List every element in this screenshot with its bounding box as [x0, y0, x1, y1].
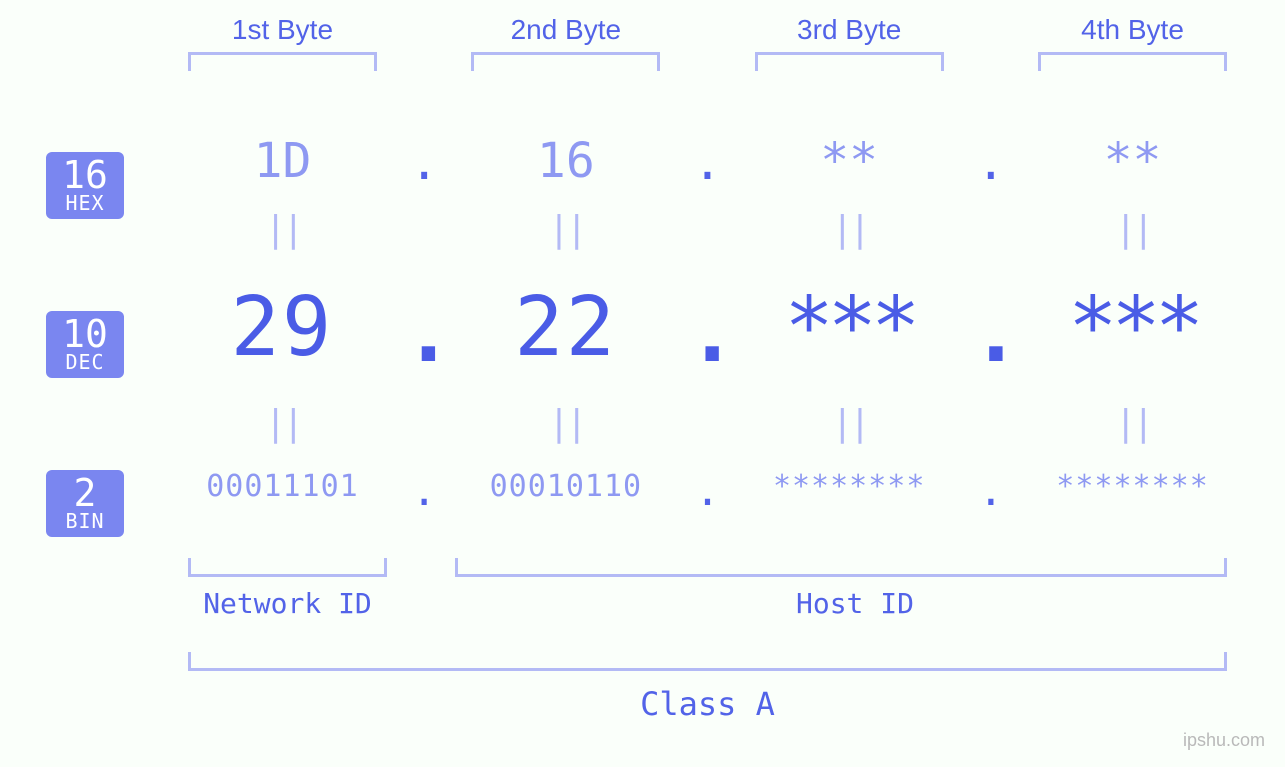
- bin-dot-2: .: [688, 466, 726, 515]
- badge-dec: 10 DEC: [46, 311, 124, 378]
- host-id-bracket: [455, 558, 1227, 577]
- hex-dot-2: .: [688, 135, 726, 191]
- hex-dot-1: .: [405, 135, 443, 191]
- eq-row-2: || || || ||: [160, 403, 1255, 444]
- network-id-section: Network ID: [160, 558, 415, 620]
- byte-header-2: 2nd Byte: [443, 14, 688, 46]
- byte-header-row: 1st Byte 2nd Byte 3rd Byte 4th Byte: [160, 14, 1255, 71]
- dec-byte-1: 29: [160, 280, 404, 375]
- eq-2-3: ||: [727, 403, 972, 444]
- badge-bin-label: BIN: [46, 511, 124, 531]
- dec-dot-2: .: [688, 286, 728, 381]
- base-badges: 16 HEX 10 DEC 2 BIN: [46, 152, 124, 537]
- eq-1-3: ||: [727, 209, 972, 250]
- bin-byte-1: 00011101: [160, 469, 405, 504]
- bin-row: 00011101 . 00010110 . ******** . *******…: [160, 462, 1255, 511]
- class-row: Class A: [160, 652, 1255, 723]
- ip-diagram: 16 HEX 10 DEC 2 BIN 1st Byte 2nd Byte 3r…: [0, 0, 1285, 767]
- eq-1-4: ||: [1010, 209, 1255, 250]
- eq-2-1: ||: [160, 403, 405, 444]
- hex-dot-3: .: [972, 135, 1010, 191]
- byte-header-3: 3rd Byte: [727, 14, 972, 46]
- eq-2-4: ||: [1010, 403, 1255, 444]
- badge-dec-label: DEC: [46, 352, 124, 372]
- watermark: ipshu.com: [1183, 730, 1265, 751]
- class-bracket: [188, 652, 1227, 671]
- dec-row: 29 . 22 . *** . ***: [160, 280, 1255, 375]
- eq-1-1: ||: [160, 209, 405, 250]
- badge-hex: 16 HEX: [46, 152, 124, 219]
- bin-byte-3: ********: [727, 469, 972, 504]
- hex-byte-2: 16: [443, 133, 688, 189]
- bin-dot-1: .: [405, 466, 443, 515]
- dec-byte-2: 22: [444, 280, 688, 375]
- eq-1-2: ||: [443, 209, 688, 250]
- dec-byte-4: ***: [1011, 280, 1255, 375]
- badge-bin: 2 BIN: [46, 470, 124, 537]
- host-id-section: Host ID: [455, 558, 1255, 620]
- eq-2-2: ||: [443, 403, 688, 444]
- eq-row-1: || || || ||: [160, 209, 1255, 250]
- dec-dot-3: .: [971, 286, 1011, 381]
- hex-row: 1D . 16 . ** . **: [160, 133, 1255, 189]
- top-bracket-2: [471, 52, 660, 71]
- host-id-label: Host ID: [455, 587, 1255, 620]
- byte-header-4: 4th Byte: [1010, 14, 1255, 46]
- bin-dot-3: .: [972, 466, 1010, 515]
- hex-byte-3: **: [727, 133, 972, 189]
- bin-byte-4: ********: [1010, 469, 1255, 504]
- network-id-label: Network ID: [160, 587, 415, 620]
- badge-bin-num: 2: [46, 473, 124, 513]
- hex-byte-1: 1D: [160, 133, 405, 189]
- dec-dot-1: .: [404, 286, 444, 381]
- top-bracket-1: [188, 52, 377, 71]
- top-bracket-4: [1038, 52, 1227, 71]
- bin-byte-2: 00010110: [443, 469, 688, 504]
- class-label: Class A: [160, 685, 1255, 723]
- badge-hex-label: HEX: [46, 193, 124, 213]
- id-row: Network ID Host ID: [160, 558, 1255, 620]
- value-grid: 1st Byte 2nd Byte 3rd Byte 4th Byte 1D .…: [160, 14, 1255, 511]
- byte-header-1: 1st Byte: [160, 14, 405, 46]
- dec-byte-3: ***: [728, 280, 972, 375]
- hex-byte-4: **: [1010, 133, 1255, 189]
- top-bracket-3: [755, 52, 944, 71]
- badge-hex-num: 16: [46, 155, 124, 195]
- network-id-bracket: [188, 558, 387, 577]
- badge-dec-num: 10: [46, 314, 124, 354]
